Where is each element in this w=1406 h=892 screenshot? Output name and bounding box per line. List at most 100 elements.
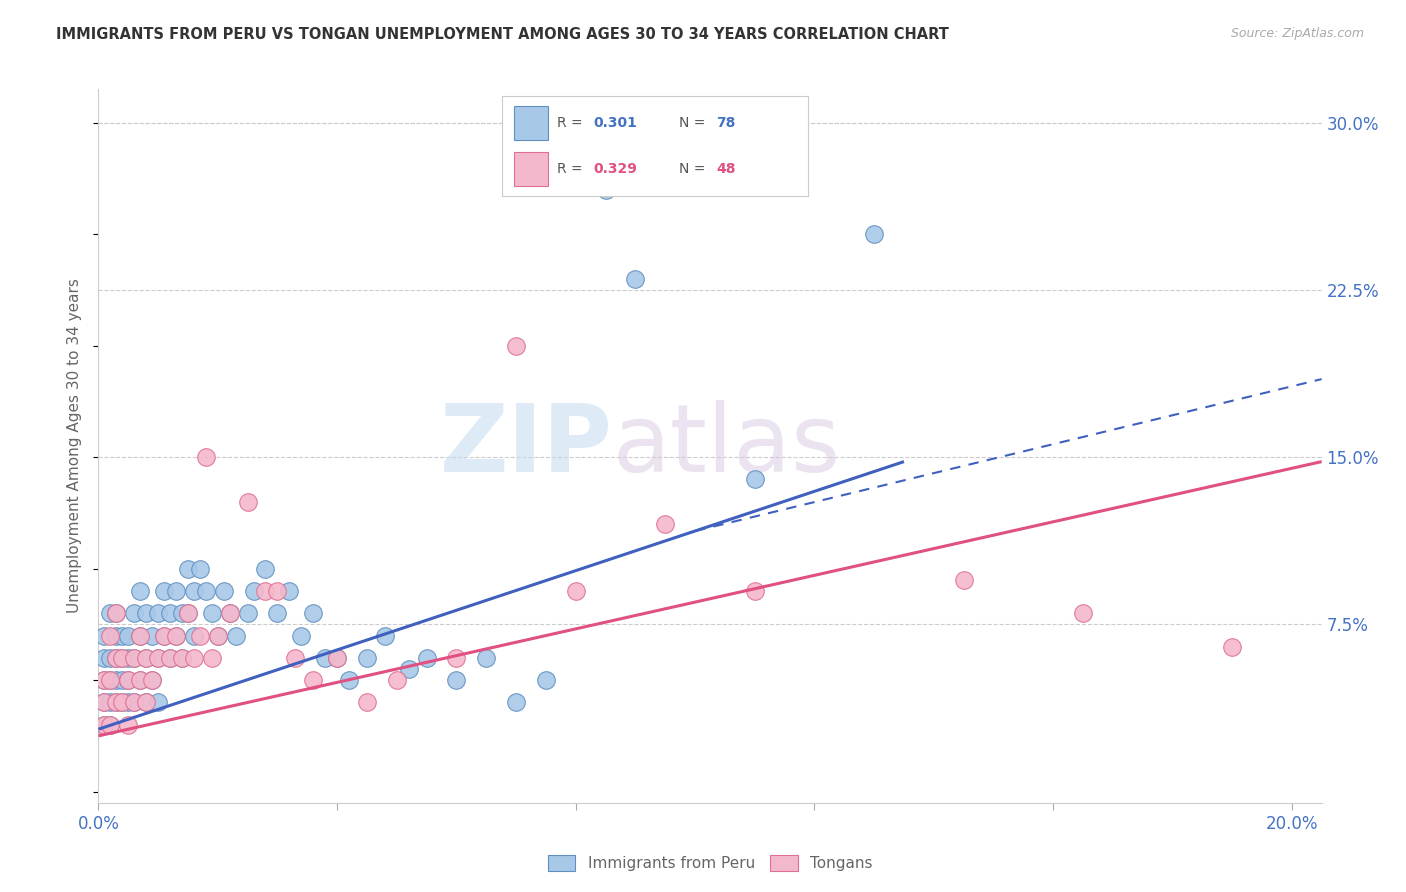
Point — [302, 673, 325, 687]
Point — [122, 651, 145, 665]
Point — [129, 673, 152, 687]
Point — [141, 673, 163, 687]
Point — [98, 628, 121, 642]
Point — [207, 628, 229, 642]
Point — [278, 583, 301, 598]
Point — [105, 628, 128, 642]
Point — [183, 651, 205, 665]
Point — [129, 628, 152, 642]
Point — [98, 717, 121, 731]
Point — [105, 651, 128, 665]
Point — [225, 628, 247, 642]
Point — [93, 651, 115, 665]
Point — [505, 696, 527, 710]
Point — [111, 696, 134, 710]
Text: IMMIGRANTS FROM PERU VS TONGAN UNEMPLOYMENT AMONG AGES 30 TO 34 YEARS CORRELATIO: IMMIGRANTS FROM PERU VS TONGAN UNEMPLOYM… — [56, 27, 949, 42]
Point — [624, 271, 647, 285]
Point — [177, 562, 200, 576]
Point — [744, 583, 766, 598]
Point — [266, 583, 288, 598]
Point — [122, 607, 145, 621]
Point — [122, 696, 145, 710]
Point — [117, 673, 139, 687]
Point — [98, 651, 121, 665]
Point — [952, 573, 974, 587]
Point — [170, 651, 193, 665]
Point — [218, 607, 240, 621]
Point — [111, 651, 134, 665]
Point — [153, 628, 176, 642]
Point — [117, 717, 139, 731]
Point — [117, 673, 139, 687]
Point — [505, 338, 527, 352]
Point — [1071, 607, 1094, 621]
Point — [302, 607, 325, 621]
Text: atlas: atlas — [612, 400, 841, 492]
Point — [356, 651, 378, 665]
Point — [218, 607, 240, 621]
Point — [141, 628, 163, 642]
Point — [212, 583, 235, 598]
Point — [146, 651, 169, 665]
Point — [266, 607, 288, 621]
Point — [1220, 640, 1243, 654]
Point — [93, 717, 115, 731]
Point — [98, 673, 121, 687]
Point — [863, 227, 886, 241]
Point — [93, 628, 115, 642]
Point — [111, 673, 134, 687]
Point — [337, 673, 360, 687]
Point — [111, 651, 134, 665]
Point — [135, 651, 157, 665]
Point — [254, 562, 277, 576]
Point — [385, 673, 408, 687]
Point — [153, 628, 176, 642]
Point — [141, 673, 163, 687]
Point — [314, 651, 336, 665]
Point — [201, 607, 224, 621]
Point — [153, 583, 176, 598]
Point — [146, 651, 169, 665]
Point — [117, 696, 139, 710]
Point — [475, 651, 498, 665]
Point — [165, 583, 187, 598]
Point — [146, 696, 169, 710]
Point — [135, 696, 157, 710]
Point — [111, 628, 134, 642]
Point — [744, 472, 766, 486]
Point — [326, 651, 349, 665]
Point — [290, 628, 312, 642]
Point — [565, 583, 588, 598]
Point — [236, 494, 259, 508]
Point — [98, 696, 121, 710]
Point — [242, 583, 264, 598]
Point — [183, 628, 205, 642]
Point — [98, 607, 121, 621]
Point — [188, 628, 211, 642]
Point — [105, 696, 128, 710]
Point — [117, 651, 139, 665]
Point — [201, 651, 224, 665]
Point — [122, 651, 145, 665]
Point — [415, 651, 437, 665]
Point — [93, 696, 115, 710]
Point — [159, 607, 181, 621]
Point — [177, 607, 200, 621]
Point — [207, 628, 229, 642]
Point — [236, 607, 259, 621]
Point — [194, 450, 217, 464]
Point — [93, 696, 115, 710]
Point — [534, 673, 557, 687]
Point — [98, 673, 121, 687]
Point — [183, 583, 205, 598]
Point — [374, 628, 396, 642]
Point — [135, 607, 157, 621]
Point — [105, 696, 128, 710]
Point — [170, 607, 193, 621]
Point — [98, 717, 121, 731]
Legend: Immigrants from Peru, Tongans: Immigrants from Peru, Tongans — [541, 849, 879, 877]
Point — [356, 696, 378, 710]
Point — [284, 651, 307, 665]
Y-axis label: Unemployment Among Ages 30 to 34 years: Unemployment Among Ages 30 to 34 years — [67, 278, 83, 614]
Text: ZIP: ZIP — [439, 400, 612, 492]
